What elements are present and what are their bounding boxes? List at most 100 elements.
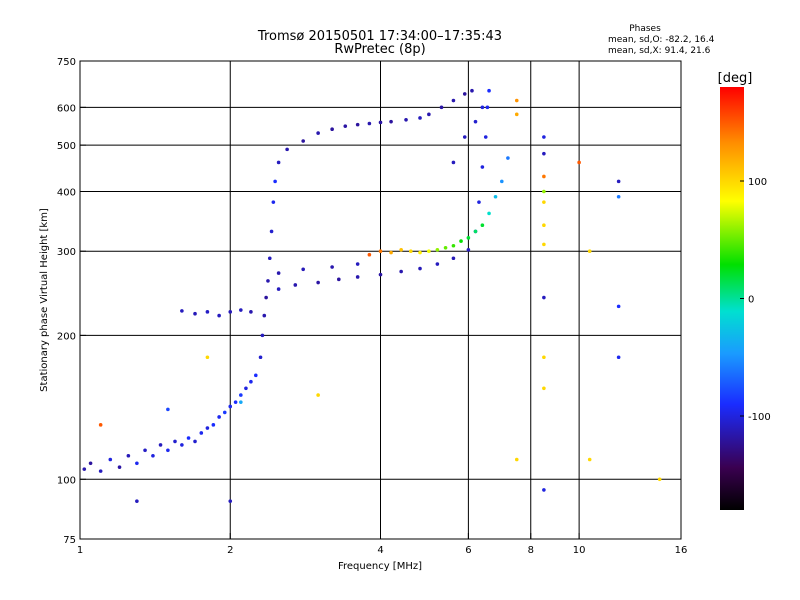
data-point <box>143 448 147 453</box>
data-point <box>418 250 422 255</box>
data-point <box>506 156 510 160</box>
y-axis: 75 100 200 300 400 500 600 750 <box>57 57 86 546</box>
data-point <box>258 355 263 360</box>
data-point <box>193 439 197 444</box>
y-tick-label: 400 <box>57 187 76 198</box>
colorbar-tick-label: 0 <box>748 295 754 306</box>
data-point <box>355 122 360 127</box>
x-axis-title: Frequency [MHz] <box>338 561 422 572</box>
x-tick-label: 1 <box>77 545 83 556</box>
data-point <box>135 499 139 503</box>
data-point <box>473 229 478 234</box>
data-point <box>459 239 463 243</box>
data-point <box>616 194 621 199</box>
colorbar-tick-label: 100 <box>748 177 767 188</box>
colorbar-label: [deg] <box>718 71 753 86</box>
chart-subtitle: RwPretec (8p) <box>334 42 425 57</box>
data-point <box>82 467 87 471</box>
data-point <box>249 379 253 384</box>
x-tick-label: 10 <box>573 545 586 556</box>
colorbar-ticks: 100 0 -100 <box>740 177 771 423</box>
data-point <box>514 457 519 462</box>
data-point <box>451 160 456 165</box>
data-point <box>542 223 546 228</box>
data-point <box>466 248 471 252</box>
data-point <box>271 200 276 204</box>
data-point <box>330 265 334 269</box>
data-point <box>228 499 233 503</box>
data-point <box>205 310 210 314</box>
y-axis-title: Stationary phase Virtual Height [km] <box>39 208 50 392</box>
data-point <box>587 457 592 462</box>
data-point <box>211 423 216 427</box>
data-point <box>273 179 277 184</box>
phase-heading: Phases <box>629 24 661 34</box>
data-point <box>542 295 546 300</box>
data-point <box>587 249 592 254</box>
y-tick-label: 300 <box>57 247 76 258</box>
data-point <box>126 453 131 458</box>
data-point <box>316 280 320 285</box>
data-point <box>233 400 238 404</box>
data-point <box>542 242 546 247</box>
data-point <box>378 272 383 277</box>
y-tick-label: 200 <box>57 331 76 342</box>
data-point <box>470 88 474 93</box>
data-point <box>657 477 662 482</box>
y-tick-label: 100 <box>57 475 76 486</box>
data-point <box>262 313 267 318</box>
data-point <box>239 308 243 312</box>
data-point <box>404 118 408 122</box>
data-point <box>180 309 184 313</box>
data-point <box>514 112 519 117</box>
data-point <box>542 355 546 360</box>
data-point <box>435 248 440 252</box>
data-point <box>276 160 281 165</box>
data-point <box>378 120 383 125</box>
data-point <box>399 269 403 274</box>
data-point <box>473 119 478 124</box>
y-tick-label: 750 <box>57 57 76 68</box>
data-point <box>267 256 272 261</box>
x-tick-label: 16 <box>675 545 688 556</box>
data-point <box>186 436 191 440</box>
data-point <box>500 179 504 184</box>
data-point <box>493 194 498 199</box>
data-point <box>355 275 360 279</box>
chart-title: Tromsø 20150501 17:34:00–17:35:43 <box>257 29 502 44</box>
data-point <box>435 262 440 266</box>
data-point <box>98 423 103 427</box>
data-point <box>514 98 519 103</box>
data-point <box>193 311 197 316</box>
data-point <box>378 249 383 254</box>
colorbar-tick-label: -100 <box>748 412 771 423</box>
data-point <box>451 256 456 261</box>
data-point <box>301 139 305 143</box>
data-point <box>98 469 103 473</box>
data-point <box>451 243 456 248</box>
data-point <box>330 127 334 131</box>
data-point <box>480 105 485 110</box>
data-point <box>483 135 488 139</box>
data-point <box>542 135 546 139</box>
data-point <box>199 431 204 435</box>
data-point <box>480 165 485 169</box>
data-point <box>117 465 122 469</box>
data-point <box>239 400 243 404</box>
data-point <box>269 229 274 234</box>
data-point <box>389 250 393 255</box>
data-point <box>399 248 403 252</box>
data-point <box>264 295 268 300</box>
data-point <box>439 105 444 110</box>
data-point <box>88 461 93 466</box>
x-tick-label: 4 <box>377 545 383 556</box>
data-point <box>249 310 253 314</box>
data-point <box>480 223 485 228</box>
phase-x-stats: mean, sd,X: 91.4, 21.6 <box>608 46 711 56</box>
data-point <box>228 310 233 314</box>
y-tick-label: 600 <box>57 103 76 114</box>
data-point <box>166 407 170 412</box>
data-point <box>205 355 210 360</box>
data-point <box>616 355 621 360</box>
